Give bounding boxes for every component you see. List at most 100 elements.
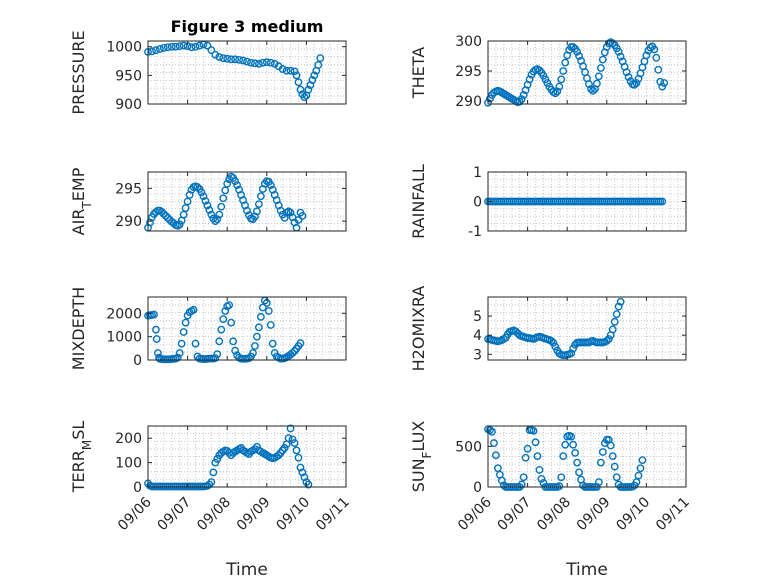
data-point xyxy=(525,75,534,84)
x-tick-label: 09/11 xyxy=(313,494,353,534)
data-point xyxy=(157,208,166,216)
series-markers xyxy=(144,296,305,364)
data-point xyxy=(270,60,279,68)
data-point xyxy=(243,206,251,215)
y-tick-label: 200 xyxy=(115,431,142,447)
y-axis-label: PRESSURE xyxy=(69,30,88,114)
x-tick-label: 09/08 xyxy=(194,494,234,534)
subplot-pressure: 900 950 1000 PRESSURE Figure 3 medium xyxy=(69,17,347,115)
data-point xyxy=(152,46,160,55)
y-tick-label: -1 xyxy=(468,224,482,240)
data-point xyxy=(163,43,172,52)
data-point xyxy=(203,41,212,50)
subplot-air-temp: 290 295 AIRTEMP xyxy=(69,167,347,235)
data-point xyxy=(167,42,176,51)
data-point xyxy=(296,85,305,94)
data-point xyxy=(286,424,295,433)
data-point xyxy=(614,302,623,311)
data-point xyxy=(292,446,301,455)
data-point xyxy=(296,463,305,472)
data-point xyxy=(288,349,297,357)
data-point xyxy=(290,439,299,447)
data-point xyxy=(596,64,605,72)
data-point xyxy=(175,349,184,357)
data-point xyxy=(521,453,530,462)
y-tick-label: 295 xyxy=(115,181,142,197)
data-point xyxy=(624,73,633,81)
data-point xyxy=(247,58,255,67)
y-axis-label: RAINFALL xyxy=(409,164,428,239)
data-point xyxy=(163,213,172,222)
data-point xyxy=(211,217,220,226)
data-point xyxy=(150,310,158,319)
data-point xyxy=(201,196,210,205)
y-tick-label: 0 xyxy=(133,480,142,496)
data-point xyxy=(304,480,313,489)
axes-box xyxy=(147,425,347,488)
data-point xyxy=(569,440,578,449)
data-point xyxy=(310,71,319,80)
data-point xyxy=(636,464,645,473)
data-point xyxy=(286,66,295,75)
data-point xyxy=(266,58,275,67)
data-point xyxy=(215,210,224,219)
data-point xyxy=(557,473,566,482)
data-point xyxy=(598,448,607,456)
data-point xyxy=(251,59,259,68)
data-point xyxy=(254,200,263,209)
data-point xyxy=(567,432,576,441)
data-point xyxy=(587,85,595,93)
y-tick-label: 1000 xyxy=(106,40,142,56)
data-point xyxy=(559,452,568,460)
x-tick-label: 09/10 xyxy=(273,494,313,534)
data-point xyxy=(179,210,188,219)
data-point xyxy=(245,354,253,363)
data-point xyxy=(573,47,581,56)
grid xyxy=(487,171,687,232)
y-tick-label: 1000 xyxy=(106,330,142,346)
axes-box xyxy=(147,171,347,232)
data-point xyxy=(486,426,494,434)
subplot-mixdepth: 0 1000 2000 MIXDEPTH xyxy=(69,287,347,370)
y-tick-label: 500 xyxy=(455,439,482,455)
data-point xyxy=(298,212,307,220)
subplot-sun-flux: 09/06 09/07 09/08 09/09 09/10 09/11 0 500 SUNFLU… xyxy=(409,421,693,580)
data-point xyxy=(610,317,619,326)
y-tick-label: 1 xyxy=(473,165,482,181)
data-point xyxy=(608,452,617,460)
data-point xyxy=(258,303,267,312)
data-point xyxy=(207,478,216,487)
data-point xyxy=(294,453,303,462)
y-tick-label: 0 xyxy=(473,480,482,496)
data-point xyxy=(266,181,275,190)
data-point xyxy=(191,339,200,348)
data-point xyxy=(211,354,220,363)
y-axis-label: THETA xyxy=(409,47,428,99)
y-tick-label: 100 xyxy=(115,456,142,472)
data-point xyxy=(207,210,216,219)
x-tick-label: 09/07 xyxy=(495,494,535,534)
data-point xyxy=(622,68,631,77)
data-point xyxy=(175,220,184,229)
data-point xyxy=(199,192,208,201)
data-point xyxy=(213,215,222,224)
data-point xyxy=(209,468,218,477)
data-point xyxy=(575,468,583,477)
data-point xyxy=(159,43,168,52)
data-point xyxy=(243,57,251,66)
series-markers xyxy=(144,424,313,491)
data-point xyxy=(596,458,605,467)
data-point xyxy=(569,43,578,51)
data-point xyxy=(308,76,317,84)
data-point xyxy=(254,60,263,68)
data-point xyxy=(217,325,226,334)
data-point xyxy=(239,56,247,65)
data-point xyxy=(571,448,580,457)
data-point xyxy=(211,50,220,59)
data-point xyxy=(233,181,242,190)
data-point xyxy=(567,349,576,358)
data-point xyxy=(175,42,184,51)
data-point xyxy=(219,54,228,63)
y-tick-label: 0 xyxy=(473,195,482,211)
data-point xyxy=(561,440,570,449)
